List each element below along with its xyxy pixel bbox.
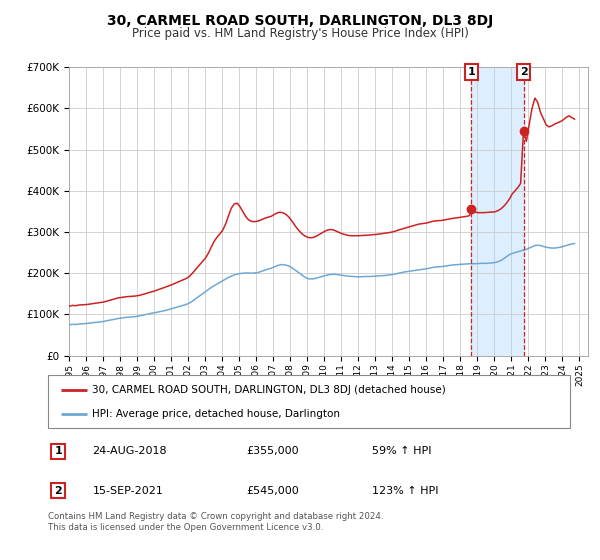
Text: 59% ↑ HPI: 59% ↑ HPI	[371, 446, 431, 456]
Text: 1: 1	[54, 446, 62, 456]
Text: Price paid vs. HM Land Registry's House Price Index (HPI): Price paid vs. HM Land Registry's House …	[131, 27, 469, 40]
Text: 24-AUG-2018: 24-AUG-2018	[92, 446, 167, 456]
Text: 1: 1	[467, 67, 475, 77]
Text: 2: 2	[520, 67, 527, 77]
Text: 123% ↑ HPI: 123% ↑ HPI	[371, 486, 438, 496]
Text: 30, CARMEL ROAD SOUTH, DARLINGTON, DL3 8DJ: 30, CARMEL ROAD SOUTH, DARLINGTON, DL3 8…	[107, 14, 493, 28]
Text: HPI: Average price, detached house, Darlington: HPI: Average price, detached house, Darl…	[92, 408, 340, 418]
Bar	[472, 67, 524, 356]
Text: 30, CARMEL ROAD SOUTH, DARLINGTON, DL3 8DJ (detached house): 30, CARMEL ROAD SOUTH, DARLINGTON, DL3 8…	[92, 385, 446, 395]
Text: £545,000: £545,000	[247, 486, 299, 496]
Text: 2: 2	[54, 486, 62, 496]
Text: 15-SEP-2021: 15-SEP-2021	[92, 486, 163, 496]
Text: Contains HM Land Registry data © Crown copyright and database right 2024.
This d: Contains HM Land Registry data © Crown c…	[48, 512, 383, 532]
Text: £355,000: £355,000	[247, 446, 299, 456]
